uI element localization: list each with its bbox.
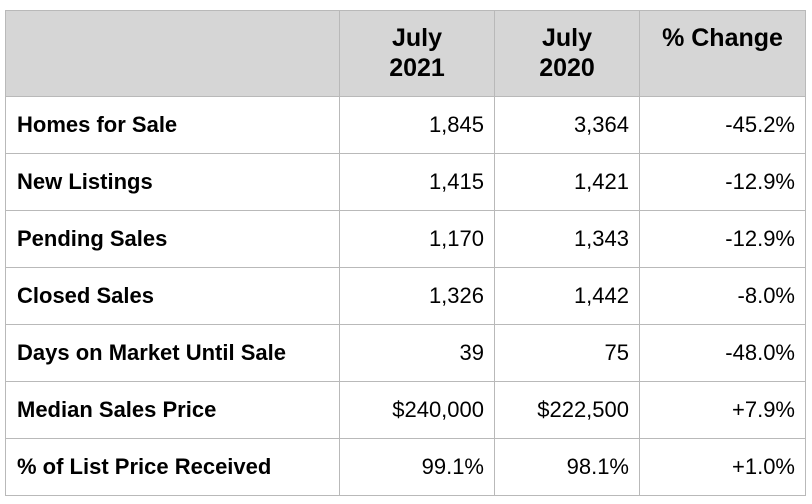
metric-label: Closed Sales: [5, 267, 340, 325]
value-2020: 1,421: [494, 153, 640, 211]
metric-label: % of List Price Received: [5, 438, 340, 496]
header-percent-change: % Change: [639, 10, 806, 97]
metric-label: New Listings: [5, 153, 340, 211]
metric-label: Pending Sales: [5, 210, 340, 268]
header-blank-cell: [5, 10, 340, 97]
value-2020: 1,343: [494, 210, 640, 268]
value-2020: 1,442: [494, 267, 640, 325]
table-row: Days on Market Until Sale 39 75 -48.0%: [5, 324, 806, 382]
value-2021: 99.1%: [339, 438, 495, 496]
value-2021: 1,170: [339, 210, 495, 268]
market-stats-table: July 2021 July 2020 % Change Homes for S…: [5, 10, 806, 496]
table-row: New Listings 1,415 1,421 -12.9%: [5, 153, 806, 211]
value-2020: 3,364: [494, 96, 640, 154]
value-2021: 39: [339, 324, 495, 382]
metric-label: Homes for Sale: [5, 96, 340, 154]
table-row: % of List Price Received 99.1% 98.1% +1.…: [5, 438, 806, 496]
header-july-2021: July 2021: [339, 10, 495, 97]
header-july-2021-year: 2021: [389, 54, 445, 82]
header-july-2020-month: July: [541, 24, 593, 52]
value-2020: 98.1%: [494, 438, 640, 496]
table-header: July 2021 July 2020 % Change: [5, 10, 806, 97]
header-july-2020: July 2020: [494, 10, 640, 97]
value-2020: 75: [494, 324, 640, 382]
value-2021: 1,845: [339, 96, 495, 154]
table-row: Homes for Sale 1,845 3,364 -45.2%: [5, 96, 806, 154]
header-row: July 2021 July 2020 % Change: [5, 10, 806, 97]
value-change: -8.0%: [639, 267, 806, 325]
table-row: Median Sales Price $240,000 $222,500 +7.…: [5, 381, 806, 439]
header-july-2020-year: 2020: [539, 54, 595, 82]
value-change: +1.0%: [639, 438, 806, 496]
table-row: Closed Sales 1,326 1,442 -8.0%: [5, 267, 806, 325]
value-change: -12.9%: [639, 153, 806, 211]
value-change: -12.9%: [639, 210, 806, 268]
table-row: Pending Sales 1,170 1,343 -12.9%: [5, 210, 806, 268]
value-2021: 1,326: [339, 267, 495, 325]
value-change: -45.2%: [639, 96, 806, 154]
metric-label: Days on Market Until Sale: [5, 324, 340, 382]
value-change: +7.9%: [639, 381, 806, 439]
header-july-2021-month: July: [391, 24, 443, 52]
metric-label: Median Sales Price: [5, 381, 340, 439]
value-change: -48.0%: [639, 324, 806, 382]
table-body: Homes for Sale 1,845 3,364 -45.2% New Li…: [5, 96, 806, 496]
value-2021: $240,000: [339, 381, 495, 439]
value-2020: $222,500: [494, 381, 640, 439]
value-2021: 1,415: [339, 153, 495, 211]
